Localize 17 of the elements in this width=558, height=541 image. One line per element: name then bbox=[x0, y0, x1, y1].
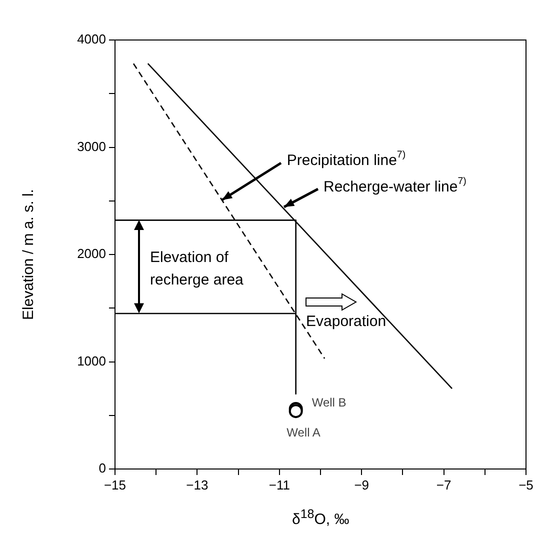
x-tick-label: −7 bbox=[436, 477, 452, 492]
annotation: Evaporation bbox=[306, 313, 386, 330]
y-tick-label: 3000 bbox=[77, 138, 106, 154]
y-tick-label: 4000 bbox=[77, 32, 106, 47]
x-tick-label: −11 bbox=[268, 477, 290, 492]
y-tick-label: 0 bbox=[98, 460, 106, 476]
x-axis-title: δ$^{18}$O, ‰ bbox=[292, 507, 350, 528]
x-tick-label: −13 bbox=[186, 477, 208, 492]
y-tick-label: 2000 bbox=[77, 246, 106, 262]
annotation: Elevation of recherge area bbox=[150, 249, 244, 289]
y-axis-title: Elevation / m a. s. l. bbox=[19, 189, 36, 320]
x-tick-label: −15 bbox=[104, 477, 126, 492]
x-tick-label: −5 bbox=[518, 477, 534, 492]
annotation: Well B bbox=[312, 395, 346, 410]
y-tick-label: 1000 bbox=[77, 353, 106, 368]
annotation: Well A bbox=[286, 425, 320, 440]
x-tick-label: −9 bbox=[354, 477, 370, 492]
